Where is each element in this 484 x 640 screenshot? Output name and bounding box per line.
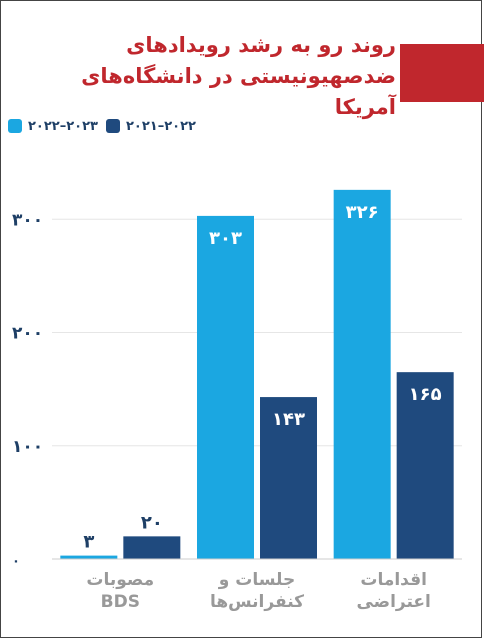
bar (260, 397, 317, 559)
bar (123, 536, 181, 559)
data-label: ۳۲۶ (346, 202, 379, 223)
y-tick-label: ۳۰۰ (12, 210, 43, 230)
category-label: BDS (101, 592, 140, 612)
chart-title: روند رو به رشد رویدادهای ضدصهیونیستی در … (81, 33, 396, 119)
legend-item-2021-2022: ۲۰۲۱–۲۰۲۲ (105, 118, 196, 134)
y-tick-label: ۱۰۰ (12, 437, 43, 457)
data-label: ۱۶۵ (409, 384, 442, 405)
legend-swatch-2022-2023 (8, 119, 22, 133)
category-label: اقدامات (360, 570, 427, 590)
legend-item-2022-2023: ۲۰۲۲–۲۰۲۳ (8, 119, 98, 134)
category-label: کنفرانس‌ها (210, 592, 304, 612)
legend-swatch-2021-2022 (105, 119, 120, 133)
data-label: ۳ (83, 532, 94, 553)
bar (333, 189, 391, 559)
bar (197, 215, 254, 559)
legend: ۲۰۲۲–۲۰۲۳ ۲۰۲۱–۲۰۲۲ (8, 116, 196, 136)
category-label: مصوبات (86, 570, 154, 590)
data-label: ۱۴۳ (272, 409, 305, 430)
title-accent-bar (400, 44, 484, 102)
legend-label-2021-2022: ۲۰۲۱–۲۰۲۲ (125, 118, 196, 134)
data-label: ۲۰ (141, 512, 163, 533)
chart-header: روند رو به رشد رویدادهای ضدصهیونیستی در … (0, 0, 484, 119)
category-label: اعتراضی (356, 592, 430, 612)
y-tick-label: ۰ (12, 554, 20, 569)
data-label: ۳۰۳ (209, 228, 242, 249)
bar (60, 555, 118, 559)
legend-label-2022-2023: ۲۰۲۲–۲۰۲۳ (28, 118, 98, 134)
y-tick-label: ۲۰۰ (12, 324, 43, 344)
bar (396, 372, 454, 559)
category-label: جلسات و (218, 570, 295, 590)
